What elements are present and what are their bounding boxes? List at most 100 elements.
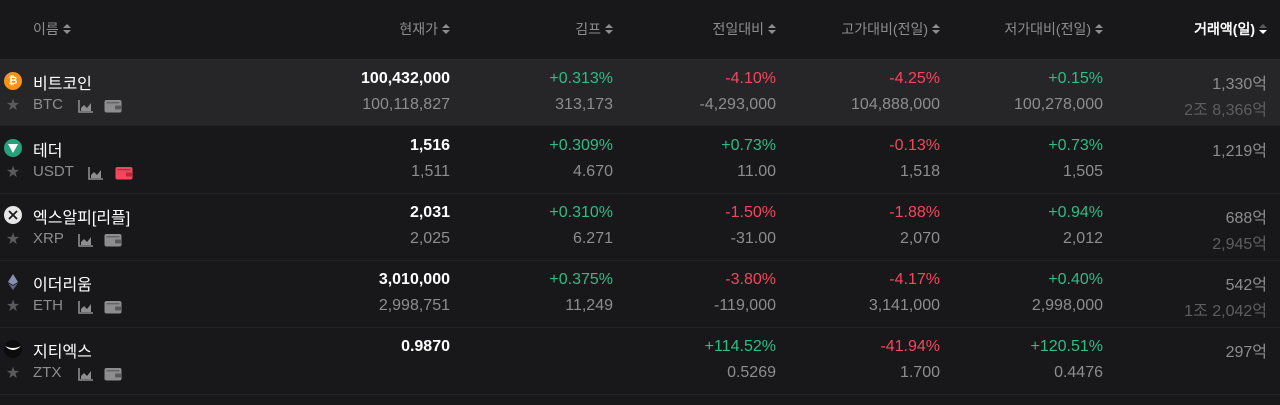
low-value: +0.94%: [1048, 204, 1103, 221]
coin-symbol: BTC: [33, 96, 63, 113]
ztx-icon: [4, 340, 22, 358]
sort-icon: [768, 23, 776, 35]
table-row[interactable]: ★ 엑스알피[리플] XRP 2,031 2,025 +0.310% 6.271…: [0, 194, 1280, 261]
change-value: -3.80%: [725, 271, 776, 288]
sort-icon: [62, 23, 71, 35]
tether-icon: [4, 139, 22, 157]
column-header-change-label: 전일대비: [712, 21, 764, 37]
kimp-value: +0.313%: [549, 70, 613, 87]
price-sub-value: 1,511: [411, 163, 450, 180]
high-sub-value: 2,070: [899, 230, 940, 247]
table-row[interactable]: ₿ ★ 비트코인 BTC 100,432,000 100,118,827 +0.…: [0, 59, 1280, 126]
volume-sub-value: 2조 8,366억: [1184, 102, 1267, 119]
coin-name: 비트코인: [33, 76, 92, 93]
coin-symbol: USDT: [33, 163, 74, 180]
column-header-kimp-label: 김프: [575, 21, 601, 37]
high-sub-value: 1,518: [899, 163, 940, 180]
price-value: 3,010,000: [378, 271, 450, 288]
low-value: +0.73%: [1048, 137, 1103, 154]
low-sub-value: 2,012: [1062, 230, 1103, 247]
wallet-alert-icon[interactable]: [115, 164, 133, 181]
sort-icon: [605, 23, 613, 35]
column-header-name[interactable]: 이름: [33, 19, 71, 39]
kimp-value: +0.310%: [549, 204, 613, 221]
price-sub-value: 2,025: [409, 230, 450, 247]
price-value: 2,031: [409, 204, 450, 221]
sort-desc-icon: [1259, 23, 1267, 35]
price-value: 100,432,000: [361, 70, 450, 87]
wallet-icon[interactable]: [104, 97, 122, 114]
high-sub-value: 1.700: [899, 364, 940, 381]
volume-value: 297억: [1225, 344, 1267, 361]
change-value: +0.73%: [721, 137, 776, 154]
favorite-star-icon[interactable]: ★: [5, 231, 21, 248]
low-sub-value: 2,998,000: [1031, 297, 1103, 314]
xrp-icon: [4, 206, 22, 224]
chart-icon[interactable]: [77, 97, 95, 114]
low-value: +0.15%: [1048, 70, 1103, 87]
column-header-change[interactable]: 전일대비: [712, 19, 776, 39]
wallet-icon[interactable]: [104, 231, 122, 248]
high-value: -1.88%: [889, 204, 940, 221]
table-header: 이름 현재가 김프 전일대비 고가대비(전일) 저가대비(전일) 거래액(일): [0, 0, 1280, 58]
volume-sub-value: 2,945억: [1212, 236, 1267, 253]
column-header-volume[interactable]: 거래액(일): [1194, 19, 1267, 39]
sort-icon: [1095, 23, 1103, 35]
column-header-price-label: 현재가: [399, 21, 438, 37]
price-sub-value: 100,118,827: [362, 96, 450, 113]
chart-icon[interactable]: [77, 298, 95, 315]
volume-value: 1,219억: [1212, 143, 1267, 160]
favorite-star-icon[interactable]: ★: [5, 298, 21, 315]
coin-symbol: XRP: [33, 230, 64, 247]
bitcoin-icon: ₿: [4, 72, 22, 90]
ethereum-icon: [4, 273, 22, 291]
kimp-sub-value: 4.670: [572, 163, 613, 180]
column-header-low[interactable]: 저가대비(전일): [1004, 19, 1103, 39]
favorite-star-icon[interactable]: ★: [5, 365, 21, 382]
volume-sub-value: 1조 2,042억: [1184, 303, 1267, 320]
column-header-high[interactable]: 고가대비(전일): [841, 19, 940, 39]
change-value: -4.10%: [725, 70, 776, 87]
chart-icon[interactable]: [87, 164, 105, 181]
kimp-sub-value: 6.271: [572, 230, 613, 247]
volume-value: 688억: [1225, 210, 1267, 227]
low-sub-value: 0.4476: [1054, 364, 1103, 381]
column-header-high-label: 고가대비(전일): [841, 21, 928, 37]
favorite-star-icon[interactable]: ★: [5, 164, 21, 181]
high-value: -41.94%: [880, 338, 940, 355]
low-value: +0.40%: [1048, 271, 1103, 288]
chart-icon[interactable]: [77, 365, 95, 382]
sort-icon: [932, 23, 940, 35]
change-value: -1.50%: [725, 204, 776, 221]
price-sub-value: 2,998,751: [378, 297, 450, 314]
kimp-sub-value: 313,173: [555, 96, 613, 113]
coin-symbol: ZTX: [33, 364, 62, 381]
column-header-volume-label: 거래액(일): [1194, 21, 1255, 37]
table-row[interactable]: ★ 이더리움 ETH 3,010,000 2,998,751 +0.375% 1…: [0, 261, 1280, 328]
high-sub-value: 104,888,000: [851, 96, 940, 113]
table-row[interactable]: ★ 테더 USDT 1,516 1,511 +0.309% 4.670 +0.7…: [0, 127, 1280, 194]
coin-name: 엑스알피[리플]: [33, 210, 131, 227]
high-value: -4.17%: [889, 271, 940, 288]
coin-name: 테더: [33, 143, 63, 160]
kimp-value: +0.309%: [549, 137, 613, 154]
column-header-name-label: 이름: [33, 21, 59, 37]
low-sub-value: 100,278,000: [1014, 96, 1103, 113]
column-header-kimp[interactable]: 김프: [575, 19, 613, 39]
chart-icon[interactable]: [77, 231, 95, 248]
table-row[interactable]: ★ 지티엑스 ZTX 0.9870 +114.52% 0.5269 -41.94…: [0, 328, 1280, 395]
change-value: +114.52%: [704, 338, 776, 355]
change-sub-value: -31.00: [730, 230, 776, 247]
low-sub-value: 1,505: [1062, 163, 1103, 180]
high-sub-value: 3,141,000: [868, 297, 940, 314]
change-sub-value: 11.00: [737, 163, 776, 180]
wallet-icon[interactable]: [104, 365, 122, 382]
sort-icon: [442, 23, 450, 35]
wallet-icon[interactable]: [104, 298, 122, 315]
coin-name: 지티엑스: [33, 344, 92, 361]
low-value: +120.51%: [1030, 338, 1103, 355]
coin-name: 이더리움: [33, 277, 92, 294]
favorite-star-icon[interactable]: ★: [5, 97, 21, 114]
coin-symbol: ETH: [33, 297, 63, 314]
column-header-price[interactable]: 현재가: [399, 19, 450, 39]
